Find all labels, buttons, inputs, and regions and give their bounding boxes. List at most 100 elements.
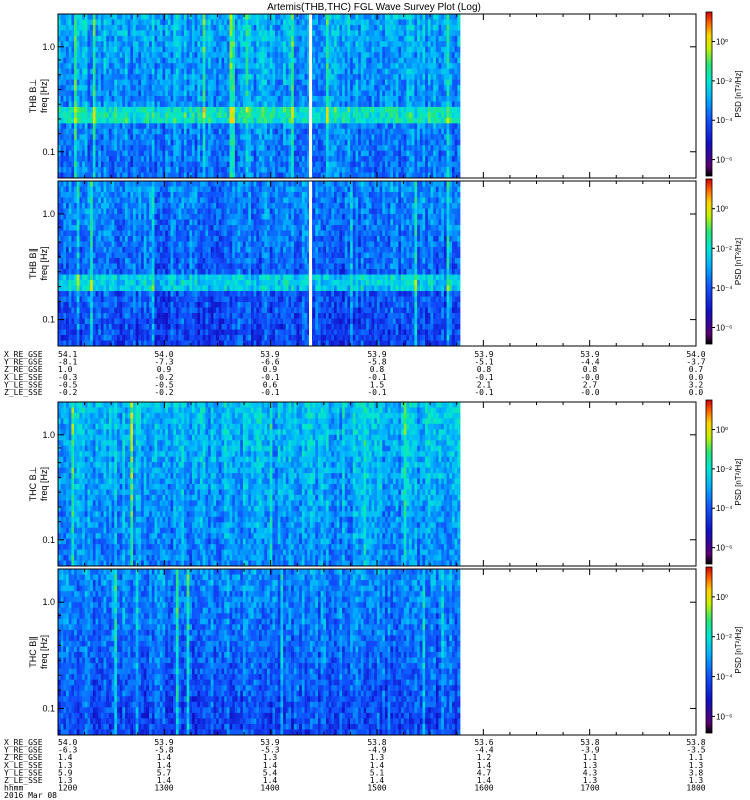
heatmap-cell	[406, 47, 409, 53]
heatmap-cell	[125, 101, 128, 107]
heatmap-cell	[326, 41, 329, 47]
heatmap-cell	[61, 258, 64, 264]
heatmap-cell	[294, 69, 297, 75]
heatmap-cell	[181, 25, 184, 31]
heatmap-cell	[262, 123, 265, 129]
heatmap-cell	[393, 112, 396, 118]
heatmap-cell	[82, 187, 85, 193]
heatmap-cell	[329, 145, 332, 151]
heatmap-cell	[428, 80, 431, 86]
heatmap-cell	[63, 264, 66, 270]
heatmap-cell	[130, 14, 133, 20]
heatmap-cell	[173, 25, 176, 31]
heatmap-cell	[347, 85, 350, 91]
heatmap-cell	[235, 145, 238, 151]
heatmap-cell	[444, 118, 447, 124]
heatmap-cell	[353, 30, 356, 36]
heatmap-cell	[267, 47, 270, 53]
heatmap-cell	[355, 63, 358, 69]
heatmap-cell	[414, 85, 417, 91]
heatmap-cell	[353, 96, 356, 102]
heatmap-cell	[339, 52, 342, 58]
heatmap-cell	[366, 156, 369, 162]
heatmap-cell	[187, 101, 190, 107]
heatmap-cell	[66, 324, 69, 330]
heatmap-cell	[254, 101, 257, 107]
heatmap-cell	[414, 156, 417, 162]
heatmap-cell	[433, 145, 436, 151]
heatmap-cell	[431, 91, 434, 97]
heatmap-cell	[120, 85, 123, 91]
heatmap-cell	[280, 96, 283, 102]
heatmap-cell	[350, 140, 353, 146]
heatmap-cell	[213, 140, 216, 146]
heatmap-cell	[270, 145, 273, 151]
heatmap-cell	[372, 52, 375, 58]
heatmap-cell	[63, 247, 66, 253]
heatmap-cell	[393, 74, 396, 80]
heatmap-cell	[61, 162, 64, 168]
heatmap-cell	[334, 140, 337, 146]
heatmap-cell	[372, 19, 375, 25]
heatmap-cell	[342, 162, 345, 168]
heatmap-cell	[390, 41, 393, 47]
heatmap-cell	[294, 19, 297, 25]
heatmap-cell	[98, 63, 101, 69]
heatmap-cell	[90, 101, 93, 107]
heatmap-cell	[374, 74, 377, 80]
heatmap-cell	[187, 14, 190, 20]
heatmap-cell	[87, 41, 90, 47]
heatmap-cell	[433, 52, 436, 58]
heatmap-cell	[61, 69, 64, 75]
heatmap-cell	[334, 156, 337, 162]
heatmap-cell	[302, 118, 305, 124]
heatmap-cell	[128, 118, 131, 124]
heatmap-cell	[251, 156, 254, 162]
heatmap-cell	[165, 30, 168, 36]
heatmap-cell	[350, 80, 353, 86]
heatmap-cell	[366, 63, 369, 69]
heatmap-cell	[369, 107, 372, 113]
heatmap-cell	[66, 140, 69, 146]
heatmap-cell	[326, 30, 329, 36]
heatmap-cell	[251, 101, 254, 107]
heatmap-cell	[398, 80, 401, 86]
heatmap-cell	[141, 156, 144, 162]
heatmap-cell	[208, 162, 211, 168]
heatmap-cell	[154, 30, 157, 36]
heatmap-cell	[93, 151, 96, 157]
heatmap-cell	[334, 30, 337, 36]
heatmap-cell	[98, 123, 101, 129]
heatmap-cell	[270, 69, 273, 75]
heatmap-cell	[130, 156, 133, 162]
heatmap-cell	[235, 129, 238, 135]
heatmap-cell	[388, 118, 391, 124]
heatmap-cell	[90, 69, 93, 75]
heatmap-cell	[321, 91, 324, 97]
heatmap-cell	[278, 151, 281, 157]
heatmap-cell	[136, 162, 139, 168]
heatmap-cell	[382, 96, 385, 102]
heatmap-cell	[61, 203, 64, 209]
heatmap-cell	[406, 19, 409, 25]
heatmap-cell	[409, 96, 412, 102]
heatmap-cell	[181, 63, 184, 69]
heatmap-cell	[291, 25, 294, 31]
heatmap-cell	[176, 118, 179, 124]
heatmap-cell	[203, 118, 206, 124]
heatmap-cell	[203, 80, 206, 86]
heatmap-cell	[382, 19, 385, 25]
heatmap-cell	[184, 123, 187, 129]
heatmap-cell	[361, 19, 364, 25]
heatmap-cell	[138, 91, 141, 97]
heatmap-cell	[195, 145, 198, 151]
heatmap-cell	[377, 129, 380, 135]
heatmap-cell	[452, 19, 455, 25]
heatmap-cell	[232, 30, 235, 36]
heatmap-cell	[264, 118, 267, 124]
heatmap-cell	[77, 214, 80, 220]
heatmap-cell	[66, 156, 69, 162]
heatmap-cell	[96, 96, 99, 102]
heatmap-cell	[61, 123, 64, 129]
heatmap-cell	[396, 85, 399, 91]
